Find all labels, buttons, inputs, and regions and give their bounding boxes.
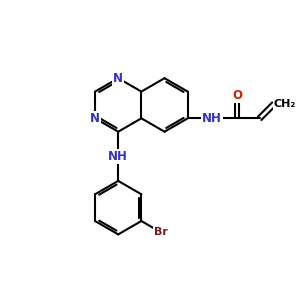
Text: O: O xyxy=(232,89,242,102)
Text: CH₂: CH₂ xyxy=(274,99,296,109)
Text: N: N xyxy=(90,112,100,125)
Text: N: N xyxy=(113,72,123,85)
Text: NH: NH xyxy=(108,150,128,163)
Text: NH: NH xyxy=(202,112,222,125)
Text: Br: Br xyxy=(154,227,168,237)
